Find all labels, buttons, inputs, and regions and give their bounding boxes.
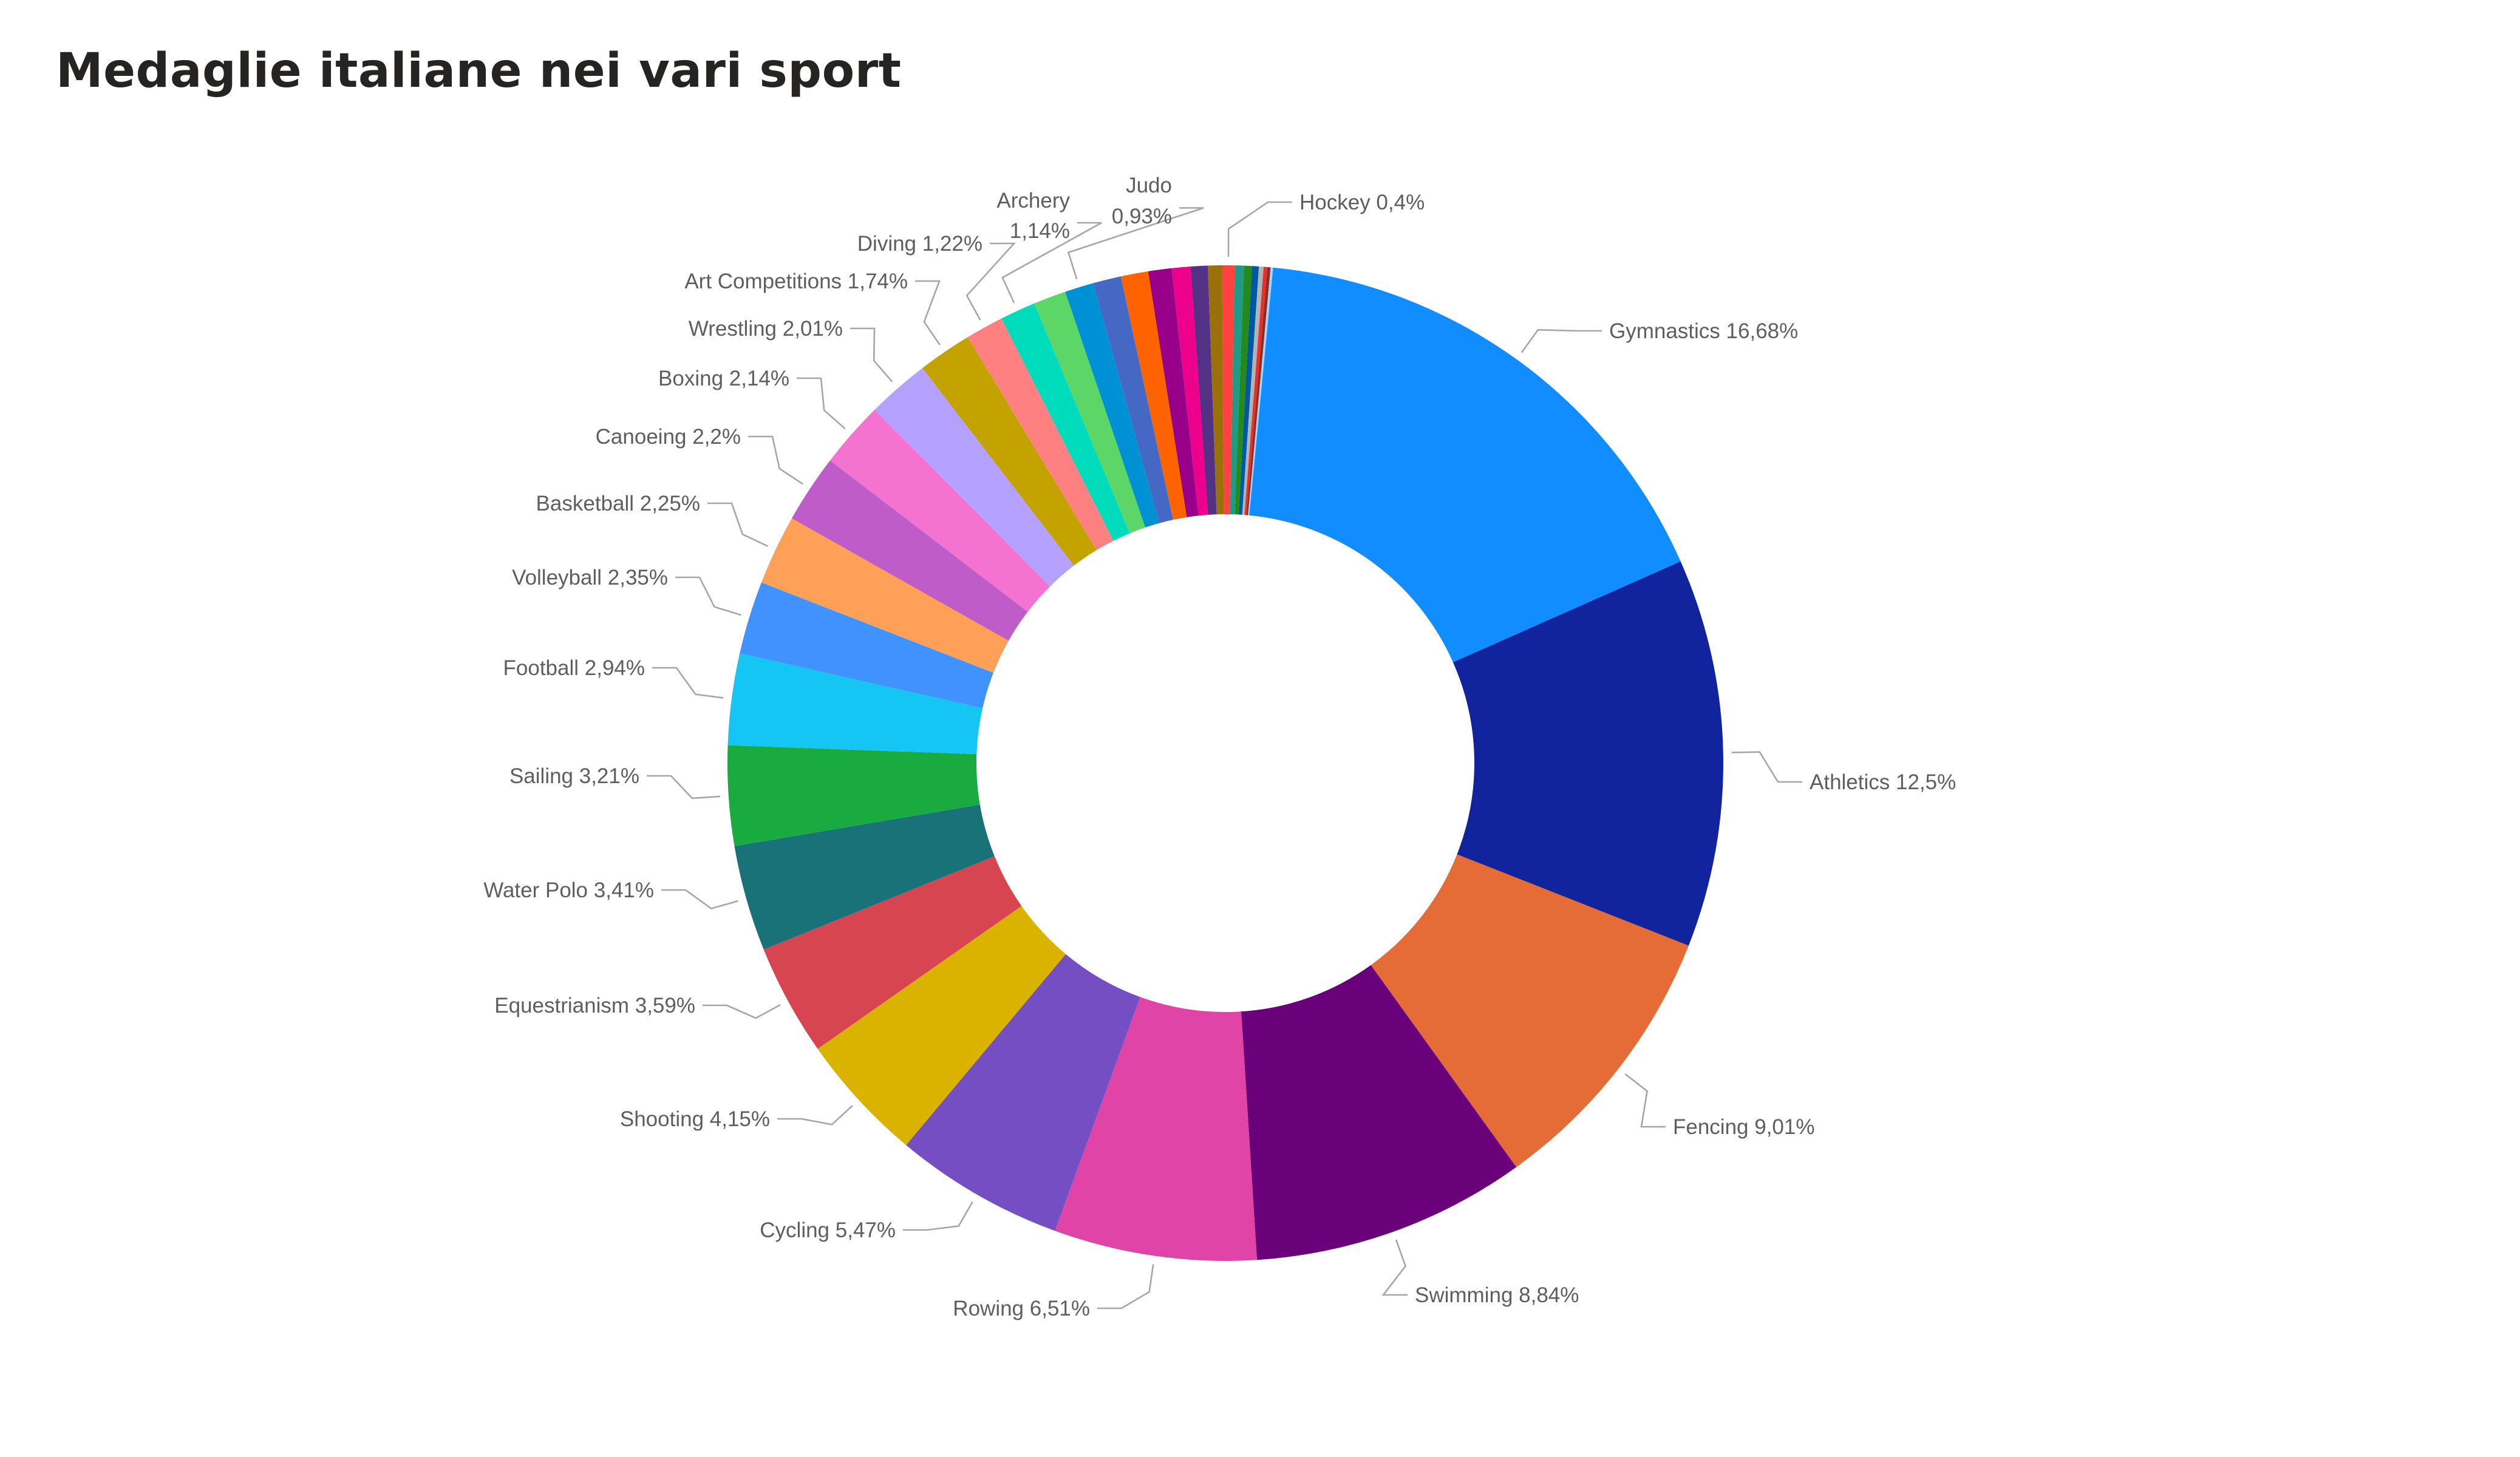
chart-title: Medaglie italiane nei vari sport xyxy=(56,44,902,98)
slice-hockey[interactable] xyxy=(1222,265,1235,515)
slice-unlabeled-19[interactable] xyxy=(1034,291,1146,534)
data-label-wrestling: Wrestling 2,01% xyxy=(689,317,843,341)
slice-boxing[interactable] xyxy=(829,409,1051,612)
leader-line-hockey xyxy=(1227,201,1292,257)
leader-line-wrestling xyxy=(850,327,893,382)
data-label-diving: Diving 1,22% xyxy=(857,232,982,256)
leader-line-equestrianism xyxy=(703,1004,781,1019)
data-label-athletics: Athletics 12,5% xyxy=(1810,770,1956,794)
data-label-cycling: Cycling 5,47% xyxy=(760,1218,896,1242)
data-label-boxing: Boxing 2,14% xyxy=(658,367,789,390)
data-label-archery: Archery 1,14% xyxy=(996,189,1070,243)
slice-unlabeled-29[interactable] xyxy=(1234,265,1252,515)
leader-line-rowing xyxy=(1097,1264,1154,1309)
leader-line-boxing xyxy=(797,377,846,430)
slice-unlabeled-24[interactable] xyxy=(1171,267,1208,516)
slice-unlabeled-23[interactable] xyxy=(1148,268,1199,517)
data-label-judo: Judo 0,93% xyxy=(1112,174,1172,228)
slice-unlabeled-22[interactable] xyxy=(1120,271,1187,520)
slice-football[interactable] xyxy=(727,653,983,755)
slice-rowing[interactable] xyxy=(1055,997,1258,1262)
slice-unlabeled-34[interactable] xyxy=(1248,267,1273,515)
slice-archery[interactable] xyxy=(1001,303,1130,541)
slice-judo[interactable] xyxy=(1065,283,1160,528)
slice-unlabeled-30[interactable] xyxy=(1238,266,1259,515)
leader-line-athletics xyxy=(1731,751,1802,783)
slice-unlabeled-31[interactable] xyxy=(1242,266,1264,515)
leader-line-archery xyxy=(1001,222,1102,304)
slice-unlabeled-33[interactable] xyxy=(1246,267,1271,515)
data-label-canoeing: Canoeing 2,2% xyxy=(596,425,741,449)
leader-line-football xyxy=(652,667,724,699)
slice-wrestling[interactable] xyxy=(874,368,1074,586)
leader-line-art-competitions xyxy=(915,280,941,345)
data-label-rowing: Rowing 6,51% xyxy=(953,1297,1090,1320)
data-label-sailing: Sailing 3,21% xyxy=(509,764,639,788)
data-label-shooting: Shooting 4,15% xyxy=(620,1107,770,1131)
leader-line-fencing xyxy=(1624,1073,1666,1128)
slice-sailing[interactable] xyxy=(727,745,980,846)
data-label-swimming: Swimming 8,84% xyxy=(1415,1283,1579,1307)
slice-fencing[interactable] xyxy=(1371,854,1689,1167)
data-label-basketball: Basketball 2,25% xyxy=(536,492,700,515)
slice-unlabeled-26[interactable] xyxy=(1208,265,1224,515)
slice-volleyball[interactable] xyxy=(740,582,993,708)
slice-shooting[interactable] xyxy=(817,906,1066,1146)
leader-line-gymnastics xyxy=(1521,328,1602,353)
slice-canoeing[interactable] xyxy=(791,460,1028,641)
slice-unlabeled-28[interactable] xyxy=(1230,265,1244,515)
leader-line-judo xyxy=(1067,207,1204,280)
slice-cycling[interactable] xyxy=(906,954,1140,1231)
slice-equestrianism[interactable] xyxy=(763,856,1022,1049)
data-label-water-polo: Water Polo 3,41% xyxy=(483,878,654,902)
slice-diving[interactable] xyxy=(967,318,1114,551)
leader-line-shooting xyxy=(777,1105,853,1126)
data-label-football: Football 2,94% xyxy=(503,656,645,680)
slice-unlabeled-25[interactable] xyxy=(1190,265,1217,515)
leader-line-basketball xyxy=(707,502,768,547)
leader-line-diving xyxy=(965,242,1016,321)
leader-line-water-polo xyxy=(661,889,738,910)
data-label-hockey: Hockey 0,4% xyxy=(1299,191,1425,214)
data-label-gymnastics: Gymnastics 16,68% xyxy=(1609,319,1798,343)
leader-line-sailing xyxy=(647,775,720,800)
data-label-volleyball: Volleyball 2,35% xyxy=(512,566,668,589)
data-label-equestrianism: Equestrianism 3,59% xyxy=(494,994,695,1017)
data-label-art-competitions: Art Competitions 1,74% xyxy=(684,270,908,293)
leader-line-swimming xyxy=(1381,1239,1408,1296)
data-label-fencing: Fencing 9,01% xyxy=(1673,1115,1814,1139)
slice-unlabeled-21[interactable] xyxy=(1093,276,1173,523)
slice-athletics[interactable] xyxy=(1452,561,1724,946)
leader-line-cycling xyxy=(903,1201,973,1231)
leader-line-canoeing xyxy=(748,435,803,485)
slice-gymnastics[interactable] xyxy=(1249,267,1681,662)
slice-basketball[interactable] xyxy=(761,518,1009,673)
slice-unlabeled-32[interactable] xyxy=(1244,267,1268,515)
slice-swimming[interactable] xyxy=(1241,965,1517,1260)
leader-line-volleyball xyxy=(675,576,741,616)
slice-art-competitions[interactable] xyxy=(922,337,1097,566)
slice-water-polo[interactable] xyxy=(734,804,995,950)
